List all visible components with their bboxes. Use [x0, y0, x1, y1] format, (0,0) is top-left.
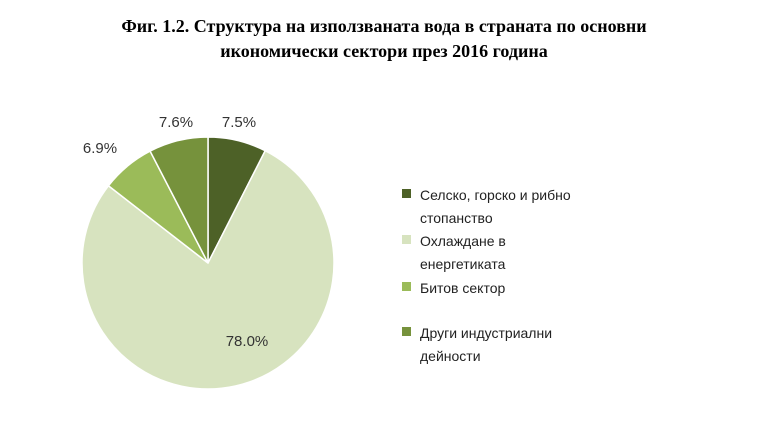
pie-data-label: 7.5%	[222, 114, 256, 131]
legend-swatch-industry	[402, 327, 411, 336]
chart-title: Фиг. 1.2. Структура на използваната вода…	[0, 14, 768, 64]
legend-label-cooling: Охлаждане в енергетиката	[420, 230, 600, 276]
legend-label-line: Други индустриални	[420, 325, 553, 341]
pie-slice	[81, 149, 335, 390]
pie-data-label: 6.9%	[83, 140, 117, 157]
legend-label-household: Битов сектор	[420, 277, 600, 300]
pie-data-label: 78.0%	[226, 333, 269, 350]
legend-swatch-agriculture	[402, 189, 411, 198]
legend-label-agriculture: Селско, горско и рибно стопанство	[420, 184, 600, 230]
legend-label-line: Селско, горско и рибно	[420, 187, 571, 203]
legend-label-line: Охлаждане в	[420, 233, 506, 249]
pie-data-label: 7.6%	[159, 114, 193, 131]
pie-slice	[149, 136, 209, 264]
legend-label-line: стопанство	[420, 210, 493, 226]
legend-swatch-household	[402, 282, 411, 291]
chart-title-line-1: Фиг. 1.2. Структура на използваната вода…	[121, 16, 647, 36]
legend-label-line: дейности	[420, 348, 481, 364]
legend-swatch-cooling	[402, 235, 411, 244]
legend-label-line: енергетиката	[420, 256, 506, 272]
legend-label-industry: Други индустриални дейности	[420, 322, 600, 368]
legend-label-line: Битов сектор	[420, 280, 506, 296]
chart-title-line-2: икономически сектори през 2016 година	[220, 41, 548, 61]
